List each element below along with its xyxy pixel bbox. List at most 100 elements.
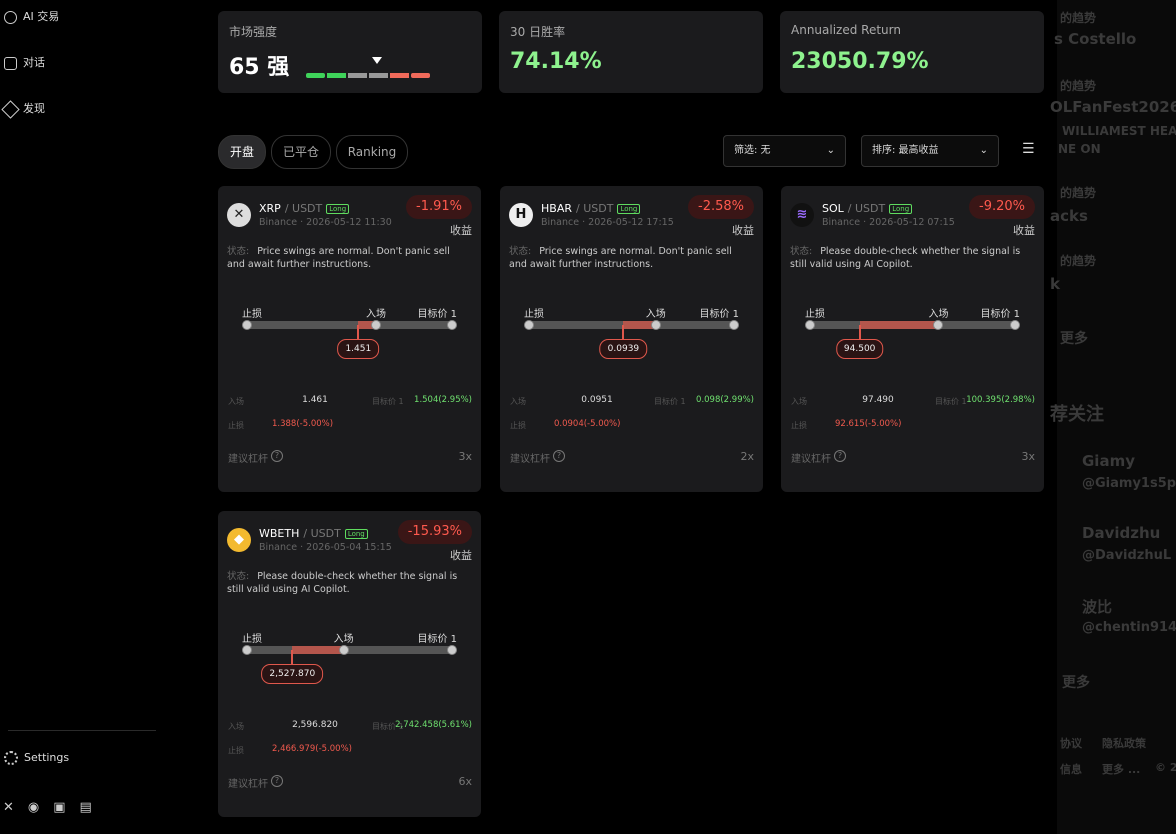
current-line	[357, 325, 360, 341]
current-price: 2,527.870	[261, 664, 324, 684]
strength-grade: 强	[267, 55, 290, 80]
leverage-value: 3x	[1021, 450, 1035, 463]
exchange-time: Binance · 2026-05-12 17:15	[541, 217, 674, 228]
row-label: 止损	[228, 421, 244, 430]
side-tag: Long	[344, 529, 368, 539]
status-text: Price swings are normal. Don't panic sel…	[227, 246, 450, 270]
annualized-card: Annualized Return 23050.79%	[780, 11, 1044, 93]
slider-dot	[371, 320, 381, 330]
settings-label: Settings	[24, 751, 70, 764]
stop-value: 92.615(-5.00%)	[835, 419, 902, 429]
filter-select[interactable]: 筛选: 无 ⌄	[723, 135, 846, 167]
strength-score: 65	[229, 55, 260, 80]
slider-label: 止损	[242, 309, 262, 320]
row-label: 入场	[791, 397, 807, 406]
tab[interactable]: Ranking	[336, 135, 408, 169]
slider-fill	[292, 646, 344, 654]
divider	[8, 730, 156, 731]
leverage-label: 建议杠杆	[228, 454, 268, 465]
background-text: NE ON	[1058, 142, 1101, 156]
slider-dot	[729, 320, 739, 330]
help-icon[interactable]: ?	[271, 775, 283, 787]
entry-value: 2,596.820	[292, 720, 338, 730]
slider-dot	[242, 320, 252, 330]
nav-item[interactable]: AI 交易	[4, 8, 59, 24]
pair: XRP / USDT Long	[259, 202, 350, 215]
list-view-button[interactable]: ☰	[1022, 141, 1035, 157]
help-icon[interactable]: ?	[834, 450, 846, 462]
status: 状态: Price swings are normal. Don't panic …	[509, 245, 749, 271]
slider-label: 止损	[805, 309, 825, 320]
entry-value: 0.0951	[581, 395, 613, 405]
slider-label: 目标价 1	[980, 309, 1020, 320]
pair: WBETH / USDT Long	[259, 527, 368, 540]
background-text: 荐关注	[1050, 404, 1104, 425]
background-text: @chentin914	[1082, 620, 1176, 635]
tab[interactable]: 已平仓	[271, 135, 331, 169]
pnl-badge: -15.93%	[397, 520, 472, 544]
sort-label: 排序: 最高收益	[872, 145, 939, 156]
stop-value: 2,466.979(-5.00%)	[272, 744, 352, 754]
slider-dot	[933, 320, 944, 330]
background-text: k	[1050, 275, 1060, 293]
current-price: 1.451	[337, 339, 380, 359]
slider-fill	[859, 321, 939, 329]
current-price: 94.500	[835, 339, 884, 359]
row-label: 目标价 1	[372, 722, 404, 731]
tab[interactable]: 开盘	[218, 135, 266, 169]
background-text: 更多 ...	[1102, 763, 1141, 776]
slider-label: 入场	[928, 309, 949, 320]
slider-track	[247, 321, 452, 329]
background-text: WILLIAMEST HEA	[1062, 124, 1176, 138]
row-label: 止损	[510, 421, 526, 430]
target-value: 100.395(2.98%)	[966, 395, 1035, 405]
side-tag: Long	[617, 204, 641, 214]
help-icon[interactable]: ?	[271, 450, 283, 462]
current-line	[858, 325, 861, 341]
quote: / USDT	[284, 202, 323, 215]
background-panel	[1057, 0, 1176, 834]
stat-value: 74.14%	[510, 49, 602, 74]
trade-card[interactable]: H HBAR / USDT Long Binance · 2026-05-12 17:1…	[500, 186, 763, 492]
slider-dot	[447, 320, 457, 330]
background-text: acks	[1050, 207, 1088, 225]
pnl-badge: -9.20%	[969, 195, 1035, 219]
status-label: 状态:	[790, 246, 813, 257]
trade-card[interactable]: ≋ SOL / USDT Long Binance · 2026-05-12 07:15…	[781, 186, 1044, 492]
slider-fill	[358, 321, 376, 329]
pnl-label: 收益	[450, 224, 472, 237]
leverage-label: 建议杠杆	[510, 454, 550, 465]
coin-icon: ◆	[227, 528, 251, 552]
status-text: Price swings are normal. Don't panic sel…	[509, 246, 732, 270]
nav-item[interactable]: 发现	[1, 99, 45, 119]
pnl-label: 收益	[1013, 224, 1035, 237]
stat-label: Annualized Return	[791, 23, 901, 37]
row-label: 目标价 1	[935, 397, 967, 406]
pnl-label: 收益	[450, 549, 472, 562]
background-text: 信息	[1060, 763, 1082, 776]
nav-label: 对话	[23, 56, 45, 69]
target-value: 0.098(2.99%)	[696, 395, 754, 405]
slider-dot	[805, 320, 815, 330]
trade-card[interactable]: ◆ WBETH / USDT Long Binance · 2026-05-04 15:…	[218, 511, 481, 817]
slider-dot	[338, 645, 349, 655]
trade-card[interactable]: ✕ XRP / USDT Long Binance · 2026-05-12 11:30…	[218, 186, 481, 492]
leverage-value: 2x	[740, 450, 754, 463]
quote: / USDT	[576, 202, 614, 215]
status-text: Please double-check whether the signal i…	[227, 571, 458, 595]
status-label: 状态:	[227, 246, 250, 257]
help-icon[interactable]: ?	[553, 450, 565, 462]
slider-track	[247, 646, 452, 654]
settings[interactable]: Settings	[4, 751, 69, 765]
symbol: HBAR	[541, 202, 572, 215]
status: 状态: Price swings are normal. Don't panic …	[227, 245, 467, 271]
nav-item[interactable]: 对话	[4, 54, 45, 70]
leverage-label: 建议杠杆	[791, 454, 831, 465]
strength-card: 市场强度 65 强	[218, 11, 482, 93]
slider-label: 入场	[333, 634, 354, 645]
row-label: 目标价 1	[372, 397, 404, 406]
status-label: 状态:	[509, 246, 532, 257]
sort-select[interactable]: 排序: 最高收益 ⌄	[861, 135, 999, 167]
social-icons[interactable]: ✕◉▣▤	[3, 800, 106, 815]
